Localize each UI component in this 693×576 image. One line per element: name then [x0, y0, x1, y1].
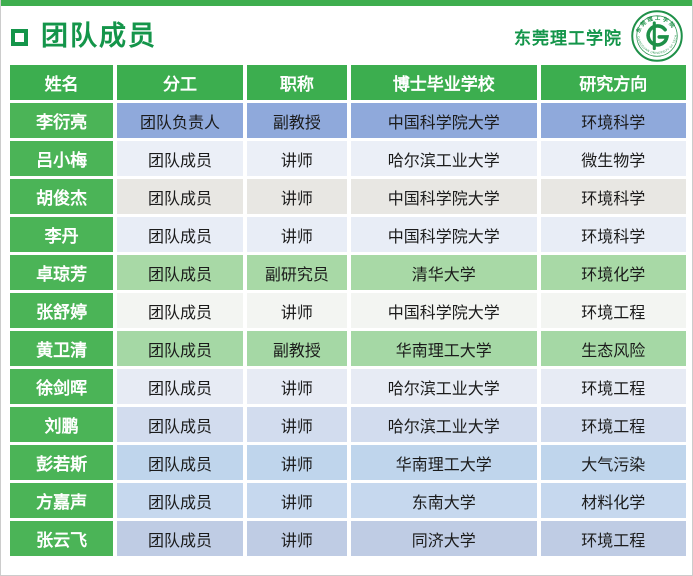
member-job_title-cell: 讲师: [246, 141, 347, 176]
member-school-cell: 中国科学院大学: [350, 103, 537, 138]
member-job_title-cell: 副教授: [246, 331, 347, 366]
member-role-cell: 团队负责人: [117, 103, 243, 138]
slide-header: 团队成员 东莞理工学院 东莞理工学院 DONGGUAN UNIVERSITY O…: [1, 6, 692, 62]
member-name-cell: 徐剑晖: [10, 369, 114, 404]
member-name-cell: 方嘉声: [10, 483, 114, 518]
member-name-cell: 刘鹏: [10, 407, 114, 442]
member-role-cell: 团队成员: [117, 369, 243, 404]
square-bullet-icon: [11, 28, 28, 46]
table-row: 彭若斯 团队成员 讲师 华南理工大学 大气污染: [10, 445, 686, 480]
member-field-cell: 环境科学: [540, 103, 686, 138]
member-field-cell: 环境工程: [540, 407, 686, 442]
member-name-cell: 黄卫清: [10, 331, 114, 366]
member-field-cell: 材料化学: [540, 483, 686, 518]
member-school-cell: 中国科学院大学: [350, 293, 537, 328]
column-header-4: 研究方向: [540, 65, 686, 100]
member-school-cell: 中国科学院大学: [350, 179, 537, 214]
table-row: 刘鹏 团队成员 讲师 哈尔滨工业大学 环境工程: [10, 407, 686, 442]
team-members-table: 姓名 分工 职称 博士毕业学校 研究方向 李衍亮 团队负责人 副教授 中国科学院大学 环境科学吕…: [6, 62, 690, 559]
table-row: 李衍亮 团队负责人 副教授 中国科学院大学 环境科学: [10, 103, 686, 138]
member-job_title-cell: 讲师: [246, 483, 347, 518]
member-school-cell: 哈尔滨工业大学: [350, 407, 537, 442]
member-role-cell: 团队成员: [117, 521, 243, 556]
member-name-cell: 李衍亮: [10, 103, 114, 138]
table-row: 胡俊杰 团队成员 讲师 中国科学院大学 环境科学: [10, 179, 686, 214]
member-school-cell: 中国科学院大学: [350, 217, 537, 252]
table-row: 方嘉声 团队成员 讲师 东南大学 材料化学: [10, 483, 686, 518]
member-role-cell: 团队成员: [117, 255, 243, 290]
team-table-wrap: 姓名 分工 职称 博士毕业学校 研究方向 李衍亮 团队负责人 副教授 中国科学院大学 环境科学吕…: [1, 62, 692, 559]
member-field-cell: 环境化学: [540, 255, 686, 290]
member-school-cell: 哈尔滨工业大学: [350, 369, 537, 404]
member-name-cell: 李丹: [10, 217, 114, 252]
member-school-cell: 东南大学: [350, 483, 537, 518]
table-row: 卓琼芳 团队成员 副研究员 清华大学 环境化学: [10, 255, 686, 290]
university-name: 东莞理工学院: [514, 28, 622, 49]
member-role-cell: 团队成员: [117, 331, 243, 366]
member-job_title-cell: 讲师: [246, 407, 347, 442]
column-header-3: 博士毕业学校: [350, 65, 537, 100]
table-row: 张云飞 团队成员 讲师 同济大学 环境工程: [10, 521, 686, 556]
member-job_title-cell: 副教授: [246, 103, 347, 138]
member-field-cell: 环境工程: [540, 293, 686, 328]
column-header-2: 职称: [246, 65, 347, 100]
member-role-cell: 团队成员: [117, 141, 243, 176]
member-school-cell: 同济大学: [350, 521, 537, 556]
member-name-cell: 张云飞: [10, 521, 114, 556]
table-row: 吕小梅 团队成员 讲师 哈尔滨工业大学 微生物学: [10, 141, 686, 176]
member-name-cell: 彭若斯: [10, 445, 114, 480]
member-field-cell: 环境工程: [540, 369, 686, 404]
member-field-cell: 环境科学: [540, 179, 686, 214]
page-title: 团队成员: [41, 20, 157, 52]
member-school-cell: 华南理工大学: [350, 445, 537, 480]
member-field-cell: 大气污染: [540, 445, 686, 480]
member-role-cell: 团队成员: [117, 483, 243, 518]
member-role-cell: 团队成员: [117, 407, 243, 442]
member-job_title-cell: 讲师: [246, 369, 347, 404]
brand-group: 东莞理工学院 东莞理工学院 DONGGUAN UNIVERSITY OF TEC…: [514, 9, 686, 63]
top-accent-bar: [1, 0, 692, 6]
member-field-cell: 环境科学: [540, 217, 686, 252]
member-job_title-cell: 讲师: [246, 293, 347, 328]
member-job_title-cell: 讲师: [246, 179, 347, 214]
table-header-row: 姓名 分工 职称 博士毕业学校 研究方向: [10, 65, 686, 100]
column-header-1: 分工: [117, 65, 243, 100]
table-row: 徐剑晖 团队成员 讲师 哈尔滨工业大学 环境工程: [10, 369, 686, 404]
member-field-cell: 生态风险: [540, 331, 686, 366]
member-role-cell: 团队成员: [117, 293, 243, 328]
member-school-cell: 清华大学: [350, 255, 537, 290]
member-job_title-cell: 副研究员: [246, 255, 347, 290]
member-school-cell: 哈尔滨工业大学: [350, 141, 537, 176]
member-role-cell: 团队成员: [117, 179, 243, 214]
member-job_title-cell: 讲师: [246, 445, 347, 480]
table-row: 黄卫清 团队成员 副教授 华南理工大学 生态风险: [10, 331, 686, 366]
university-logo-icon: 东莞理工学院 DONGGUAN UNIVERSITY OF TECHNOLOGY: [630, 9, 683, 62]
member-field-cell: 微生物学: [540, 141, 686, 176]
member-name-cell: 卓琼芳: [10, 255, 114, 290]
table-row: 张舒婷 团队成员 讲师 中国科学院大学 环境工程: [10, 293, 686, 328]
member-field-cell: 环境工程: [540, 521, 686, 556]
member-job_title-cell: 讲师: [246, 217, 347, 252]
table-row: 李丹 团队成员 讲师 中国科学院大学 环境科学: [10, 217, 686, 252]
member-role-cell: 团队成员: [117, 445, 243, 480]
member-role-cell: 团队成员: [117, 217, 243, 252]
member-job_title-cell: 讲师: [246, 521, 347, 556]
title-group: 团队成员: [11, 23, 157, 50]
member-name-cell: 吕小梅: [10, 141, 114, 176]
column-header-0: 姓名: [10, 65, 114, 100]
member-name-cell: 张舒婷: [10, 293, 114, 328]
member-school-cell: 华南理工大学: [350, 331, 537, 366]
member-name-cell: 胡俊杰: [10, 179, 114, 214]
